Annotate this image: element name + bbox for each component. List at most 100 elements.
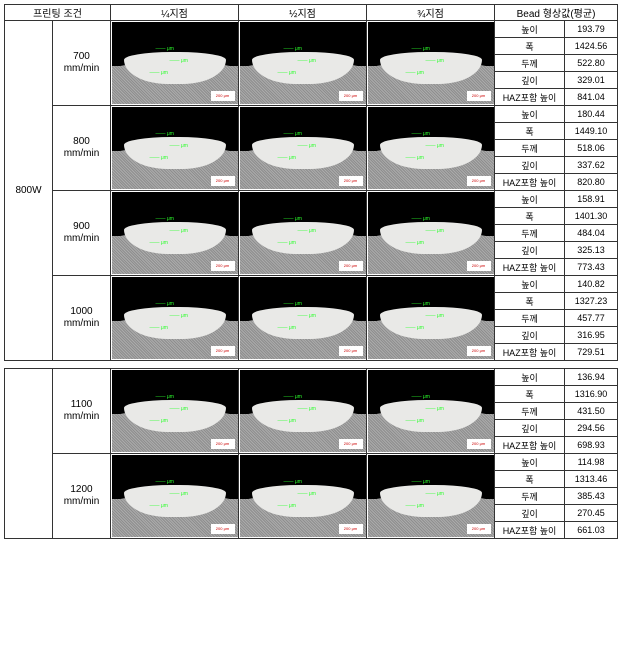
cross-section-micrograph: —— μm —— μm —— μm 200 μm	[240, 455, 366, 537]
cross-section-micrograph: —— μm —— μm —— μm 200 μm	[240, 22, 366, 104]
meas-label: 두께	[495, 403, 565, 420]
cross-section-micrograph: —— μm —— μm —— μm 200 μm	[368, 455, 494, 537]
table-row: 1100mm/min —— μm —— μm —— μm 200 μm —— μ…	[5, 369, 618, 386]
micrograph-q2: —— μm —— μm —— μm 200 μm	[239, 454, 367, 539]
meas-label: 폭	[495, 386, 565, 403]
meas-label: 높이	[495, 191, 565, 208]
micrograph-q3: —— μm —— μm —— μm 200 μm	[367, 191, 495, 276]
meas-value: 140.82	[565, 276, 618, 293]
meas-label: 깊이	[495, 505, 565, 522]
micrograph-q1: —— μm —— μm —— μm 200 μm	[111, 369, 239, 454]
meas-value: 841.04	[565, 89, 618, 106]
meas-value: 1316.90	[565, 386, 618, 403]
micrograph-q1: —— μm —— μm —— μm 200 μm	[111, 21, 239, 106]
meas-label: HAZ포함 높이	[495, 174, 565, 191]
meas-label: HAZ포함 높이	[495, 522, 565, 539]
header-q3: ¾지점	[367, 5, 495, 21]
cross-section-micrograph: —— μm —— μm —— μm 200 μm	[240, 192, 366, 274]
cross-section-micrograph: —— μm —— μm —— μm 200 μm	[368, 22, 494, 104]
meas-label: 깊이	[495, 420, 565, 437]
meas-label: 높이	[495, 369, 565, 386]
meas-value: 484.04	[565, 225, 618, 242]
meas-value: 316.95	[565, 327, 618, 344]
speed-cell: 900mm/min	[53, 191, 111, 276]
meas-label: 두께	[495, 225, 565, 242]
micrograph-q2: —— μm —— μm —— μm 200 μm	[239, 106, 367, 191]
meas-value: 820.80	[565, 174, 618, 191]
cross-section-micrograph: —— μm —— μm —— μm 200 μm	[368, 192, 494, 274]
cross-section-micrograph: —— μm —— μm —— μm 200 μm	[112, 107, 238, 189]
meas-value: 773.43	[565, 259, 618, 276]
cross-section-micrograph: —— μm —— μm —— μm 200 μm	[368, 370, 494, 452]
meas-value: 518.06	[565, 140, 618, 157]
meas-value: 1327.23	[565, 293, 618, 310]
meas-value: 158.91	[565, 191, 618, 208]
meas-value: 457.77	[565, 310, 618, 327]
meas-label: 깊이	[495, 157, 565, 174]
meas-value: 294.56	[565, 420, 618, 437]
micrograph-q1: —— μm —— μm —— μm 200 μm	[111, 106, 239, 191]
meas-label: 폭	[495, 208, 565, 225]
meas-label: 폭	[495, 293, 565, 310]
cross-section-micrograph: —— μm —— μm —— μm 200 μm	[112, 277, 238, 359]
meas-label: 폭	[495, 38, 565, 55]
meas-label: 폭	[495, 471, 565, 488]
meas-label: 높이	[495, 21, 565, 38]
meas-value: 270.45	[565, 505, 618, 522]
meas-value: 180.44	[565, 106, 618, 123]
speed-cell: 1200mm/min	[53, 454, 111, 539]
meas-value: 329.01	[565, 72, 618, 89]
table-row: 1000mm/min —— μm —— μm —— μm 200 μm —— μ…	[5, 276, 618, 293]
meas-label: 두께	[495, 55, 565, 72]
meas-label: 높이	[495, 454, 565, 471]
meas-label: 두께	[495, 310, 565, 327]
meas-label: 두께	[495, 488, 565, 505]
meas-value: 385.43	[565, 488, 618, 505]
meas-value: 729.51	[565, 344, 618, 361]
cross-section-micrograph: —— μm —— μm —— μm 200 μm	[240, 107, 366, 189]
speed-cell: 700mm/min	[53, 21, 111, 106]
micrograph-q2: —— μm —— μm —— μm 200 μm	[239, 21, 367, 106]
speed-cell: 1000mm/min	[53, 276, 111, 361]
table-row: 1200mm/min —— μm —— μm —— μm 200 μm —— μ…	[5, 454, 618, 471]
table-row: 800W700mm/min —— μm —— μm —— μm 200 μm —…	[5, 21, 618, 38]
meas-value: 1449.10	[565, 123, 618, 140]
micrograph-q1: —— μm —— μm —— μm 200 μm	[111, 454, 239, 539]
header-conditions: 프린팅 조건	[5, 5, 111, 21]
micrograph-q2: —— μm —— μm —— μm 200 μm	[239, 191, 367, 276]
header-q2: ½지점	[239, 5, 367, 21]
meas-value: 193.79	[565, 21, 618, 38]
meas-value: 337.62	[565, 157, 618, 174]
power-cell-empty	[5, 369, 53, 539]
meas-value: 1313.46	[565, 471, 618, 488]
table-row: 800mm/min —— μm —— μm —— μm 200 μm —— μm…	[5, 106, 618, 123]
cross-section-micrograph: —— μm —— μm —— μm 200 μm	[112, 192, 238, 274]
meas-label: 높이	[495, 276, 565, 293]
meas-value: 325.13	[565, 242, 618, 259]
table-row: 900mm/min —— μm —— μm —— μm 200 μm —— μm…	[5, 191, 618, 208]
meas-value: 431.50	[565, 403, 618, 420]
micrograph-q2: —— μm —— μm —— μm 200 μm	[239, 276, 367, 361]
cross-section-micrograph: —— μm —— μm —— μm 200 μm	[240, 277, 366, 359]
meas-label: 높이	[495, 106, 565, 123]
meas-label: 깊이	[495, 72, 565, 89]
meas-label: 폭	[495, 123, 565, 140]
header-bead: Bead 형상값(평균)	[495, 5, 618, 21]
meas-value: 1401.30	[565, 208, 618, 225]
micrograph-q3: —— μm —— μm —— μm 200 μm	[367, 369, 495, 454]
meas-value: 698.93	[565, 437, 618, 454]
micrograph-q3: —— μm —— μm —— μm 200 μm	[367, 454, 495, 539]
meas-label: HAZ포함 높이	[495, 344, 565, 361]
cross-section-micrograph: —— μm —— μm —— μm 200 μm	[112, 22, 238, 104]
meas-value: 136.94	[565, 369, 618, 386]
meas-label: 깊이	[495, 327, 565, 344]
cross-section-micrograph: —— μm —— μm —— μm 200 μm	[112, 455, 238, 537]
cross-section-micrograph: —— μm —— μm —— μm 200 μm	[112, 370, 238, 452]
speed-cell: 1100mm/min	[53, 369, 111, 454]
meas-label: 깊이	[495, 242, 565, 259]
meas-label: HAZ포함 높이	[495, 89, 565, 106]
meas-value: 661.03	[565, 522, 618, 539]
header-q1: ¼지점	[111, 5, 239, 21]
micrograph-q3: —— μm —— μm —— μm 200 μm	[367, 106, 495, 191]
cross-section-micrograph: —— μm —— μm —— μm 200 μm	[368, 107, 494, 189]
